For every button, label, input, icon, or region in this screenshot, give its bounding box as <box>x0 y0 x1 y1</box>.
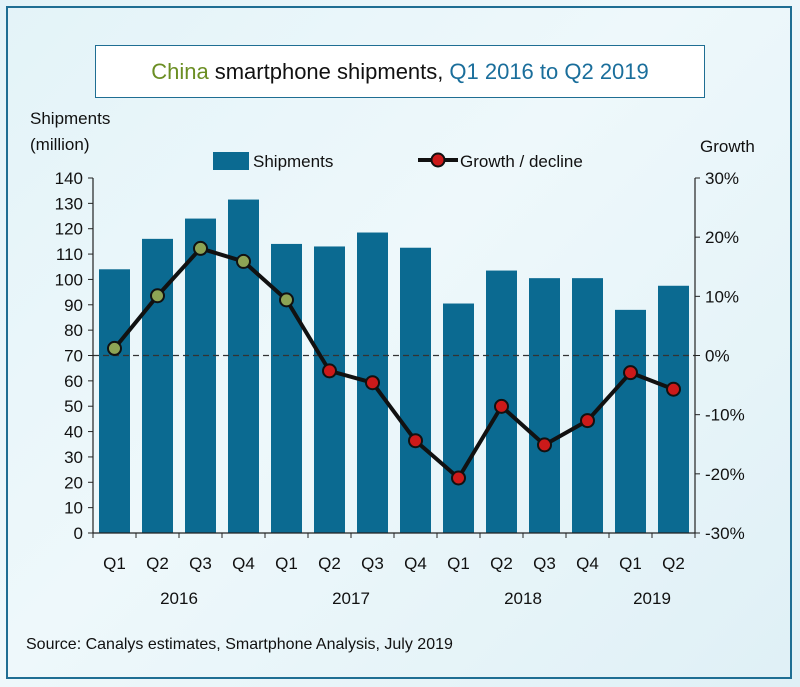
y-right-tick-label: 0% <box>705 347 730 366</box>
growth-point <box>666 381 681 397</box>
x-tick-label: Q4 <box>404 554 427 573</box>
y-left-tick-label: 140 <box>55 169 83 188</box>
legend-bar-label: Shipments <box>253 152 333 171</box>
source-note: Source: Canalys estimates, Smartphone An… <box>26 636 453 653</box>
y-left-tick-label: 0 <box>74 524 83 543</box>
y-right-axis-label: Growth <box>700 137 755 156</box>
chart-frame <box>6 6 792 679</box>
y-left-tick-label: 90 <box>64 296 83 315</box>
y-right-tick-label: 30% <box>705 169 739 188</box>
y-right-tick-label: 10% <box>705 287 739 306</box>
x-year-label: 2019 <box>633 589 671 608</box>
growth-point <box>322 363 337 379</box>
growth-point <box>365 375 380 391</box>
x-tick-label: Q2 <box>318 554 341 573</box>
growth-point <box>236 253 251 269</box>
y-right-tick-label: -20% <box>705 465 745 484</box>
bar-shipments <box>443 303 474 533</box>
x-year-label: 2016 <box>160 589 198 608</box>
growth-point <box>451 470 466 486</box>
x-year-label: 2018 <box>504 589 542 608</box>
x-tick-label: Q2 <box>146 554 169 573</box>
title-subject: smartphone shipments, <box>214 58 444 84</box>
y-left-tick-label: 60 <box>64 372 83 391</box>
bar-shipments <box>185 218 216 534</box>
y-left-tick-label: 10 <box>64 499 83 518</box>
growth-point <box>107 340 122 356</box>
bar-shipments <box>400 247 431 533</box>
x-tick-label: Q3 <box>361 554 384 573</box>
bar-shipments <box>142 238 173 533</box>
x-tick-label: Q4 <box>232 554 255 573</box>
bar-shipments <box>572 278 603 533</box>
y-left-tick-label: 80 <box>64 321 83 340</box>
x-year-label: 2017 <box>332 589 370 608</box>
growth-point <box>193 240 208 256</box>
x-tick-label: Q3 <box>189 554 212 573</box>
legend-line-label: Growth / decline <box>460 152 583 171</box>
bar-shipments <box>271 243 302 533</box>
x-tick-label: Q1 <box>447 554 470 573</box>
y-right-tick-label: -10% <box>705 406 745 425</box>
title-period: Q1 2016 to Q2 2019 <box>449 58 649 84</box>
y-left-axis-label: Shipments <box>30 109 110 128</box>
y-left-tick-label: 120 <box>55 220 83 239</box>
growth-point <box>494 398 509 414</box>
x-tick-label: Q1 <box>103 554 126 573</box>
y-left-axis-unit: (million) <box>30 135 90 154</box>
y-left-tick-label: 20 <box>64 473 83 492</box>
x-tick-label: Q1 <box>275 554 298 573</box>
bar-shipments <box>615 309 646 533</box>
x-tick-label: Q1 <box>619 554 642 573</box>
y-right-tick-label: -30% <box>705 524 745 543</box>
growth-point <box>623 365 638 381</box>
bar-shipments <box>99 269 130 533</box>
y-left-tick-label: 40 <box>64 423 83 442</box>
y-left-tick-label: 50 <box>64 397 83 416</box>
x-tick-label: Q3 <box>533 554 556 573</box>
legend-bar-swatch <box>213 152 249 170</box>
growth-point <box>279 292 294 308</box>
y-left-tick-label: 110 <box>56 245 83 264</box>
growth-point <box>537 437 552 453</box>
y-left-tick-label: 30 <box>64 448 83 467</box>
title-country: China <box>151 58 209 84</box>
x-tick-label: Q2 <box>662 554 685 573</box>
growth-point <box>150 288 165 304</box>
y-left-tick-label: 70 <box>64 347 83 366</box>
y-right-tick-label: 20% <box>705 228 739 247</box>
bar-shipments <box>658 285 689 533</box>
growth-point <box>408 433 423 449</box>
y-left-tick-label: 100 <box>55 270 83 289</box>
x-tick-label: Q4 <box>576 554 599 573</box>
x-tick-label: Q2 <box>490 554 513 573</box>
growth-point <box>580 413 595 429</box>
legend-line-marker <box>430 152 446 168</box>
bar-shipments <box>228 199 259 533</box>
chart-title: China smartphone shipments, Q1 2016 to Q… <box>95 45 705 98</box>
bar-shipments <box>529 278 560 533</box>
y-left-tick-label: 130 <box>55 194 83 213</box>
bar-shipments <box>314 246 345 533</box>
